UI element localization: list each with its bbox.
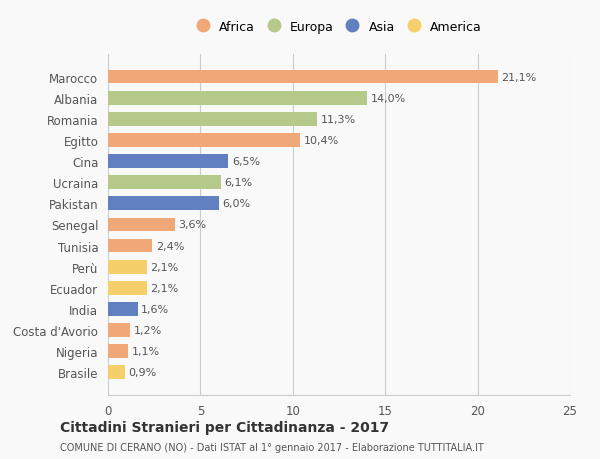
Legend: Africa, Europa, Asia, America: Africa, Europa, Asia, America [193,17,485,38]
Text: 1,2%: 1,2% [134,325,162,335]
Bar [108,112,317,126]
Text: 6,0%: 6,0% [223,199,251,209]
Bar [108,155,228,168]
Text: 14,0%: 14,0% [370,94,406,103]
Text: 21,1%: 21,1% [502,73,537,82]
Text: 1,1%: 1,1% [132,347,160,356]
Text: 2,4%: 2,4% [156,241,184,251]
Text: 1,6%: 1,6% [141,304,169,314]
Bar [108,176,221,190]
Text: Cittadini Stranieri per Cittadinanza - 2017: Cittadini Stranieri per Cittadinanza - 2… [60,420,389,435]
Bar [108,92,367,105]
Text: 6,1%: 6,1% [224,178,253,188]
Bar [108,239,152,253]
Text: 3,6%: 3,6% [178,220,206,230]
Text: COMUNE DI CERANO (NO) - Dati ISTAT al 1° gennaio 2017 - Elaborazione TUTTITALIA.: COMUNE DI CERANO (NO) - Dati ISTAT al 1°… [60,442,484,452]
Bar [108,345,128,358]
Bar [108,218,175,232]
Bar [108,302,137,316]
Bar [108,366,125,379]
Bar [108,134,300,147]
Text: 2,1%: 2,1% [151,283,179,293]
Bar [108,71,498,84]
Bar [108,324,130,337]
Text: 6,5%: 6,5% [232,157,260,167]
Text: 0,9%: 0,9% [128,368,157,377]
Text: 2,1%: 2,1% [151,262,179,272]
Text: 11,3%: 11,3% [320,115,356,124]
Bar [108,197,219,211]
Text: 10,4%: 10,4% [304,135,339,146]
Bar [108,281,147,295]
Bar [108,260,147,274]
